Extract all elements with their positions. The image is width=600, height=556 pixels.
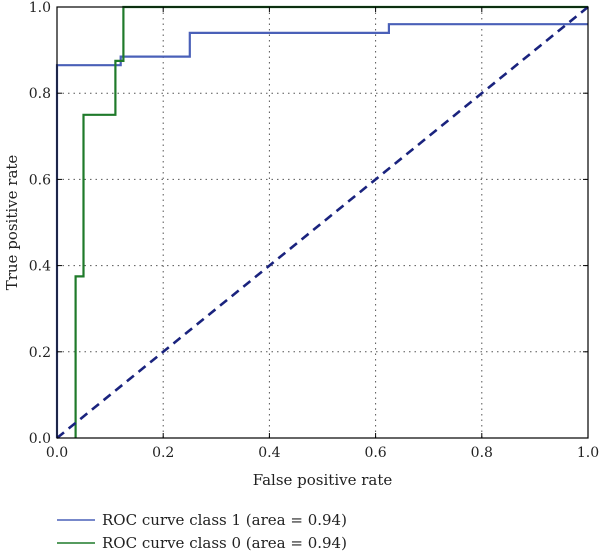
y-tick-label: 1.0 [29,0,51,16]
x-tick-label: 0.2 [152,445,174,461]
tick-marks [56,6,589,439]
y-tick-label: 0.6 [29,172,51,188]
y-tick-label: 0.2 [29,345,51,361]
series-line-0 [55,23,588,438]
x-tick-label: 0.6 [364,445,386,461]
legend-label-1: ROC curve class 0 (area = 0.94) [102,534,347,552]
y-tick-label: 0.0 [29,431,51,447]
x-tick-label: 0.8 [471,445,493,461]
legend: ROC curve class 1 (area = 0.94) ROC curve… [57,511,347,552]
plot-frame [56,6,589,439]
y-tick-labels: 0.0 0.2 0.4 0.6 0.8 1.0 [29,0,51,447]
series-line-1 [74,5,588,438]
x-tick-label: 0.0 [46,445,68,461]
y-tick-label: 0.8 [29,86,51,102]
grid-lines [57,7,588,438]
series-lines [55,5,589,440]
y-axis-label: True positive rate [3,155,21,291]
x-tick-label: 0.4 [258,445,280,461]
legend-label-0: ROC curve class 1 (area = 0.94) [102,511,347,529]
chance-diagonal-line [56,5,589,440]
x-axis-label: False positive rate [253,471,393,489]
x-tick-label: 1.0 [577,445,599,461]
x-tick-labels: 0.0 0.2 0.4 0.6 0.8 1.0 [46,445,599,461]
y-tick-label: 0.4 [29,259,51,275]
